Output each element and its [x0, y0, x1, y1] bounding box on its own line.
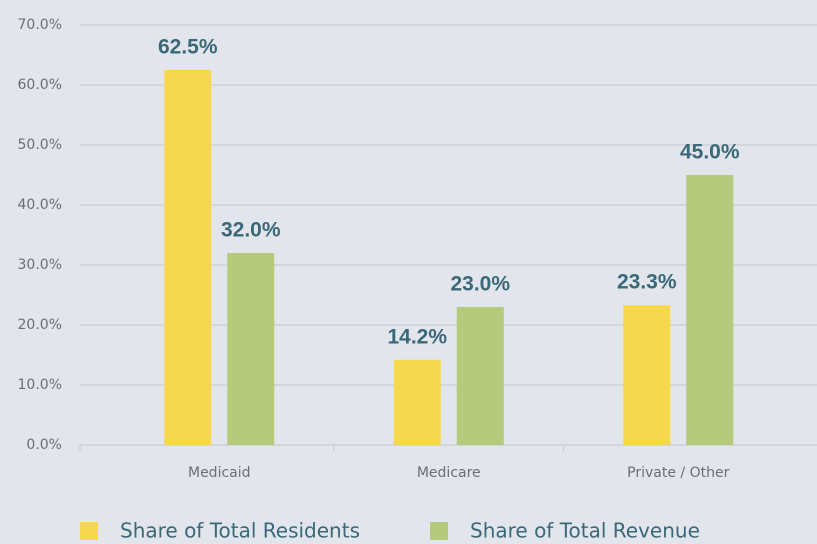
y-tick-label: 50.0%: [18, 137, 62, 153]
legend-swatch: [430, 522, 448, 540]
bar: [227, 253, 275, 445]
y-tick-label: 10.0%: [18, 377, 62, 393]
bar: [686, 175, 734, 445]
value-label: 14.2%: [387, 325, 447, 348]
value-label: 23.3%: [617, 271, 677, 294]
legend-label: Share of Total Residents: [120, 519, 360, 543]
y-tick-label: 20.0%: [18, 317, 62, 333]
bar: [456, 307, 504, 445]
x-tick-label: Medicare: [417, 465, 481, 481]
y-tick-label: 40.0%: [18, 197, 62, 213]
value-label: 45.0%: [680, 141, 740, 164]
value-label: 23.0%: [450, 273, 510, 296]
bar: [164, 70, 212, 445]
x-tick-label: Private / Other: [627, 465, 729, 481]
value-label: 62.5%: [158, 36, 218, 59]
bar: [393, 359, 441, 445]
value-label: 32.0%: [221, 219, 281, 242]
y-tick-label: 30.0%: [18, 257, 62, 273]
legend-label: Share of Total Revenue: [470, 519, 700, 543]
bar: [623, 305, 671, 445]
y-tick-label: 60.0%: [18, 77, 62, 93]
y-tick-label: 0.0%: [26, 437, 62, 453]
x-tick-label: Medicaid: [188, 465, 251, 481]
legend-swatch: [80, 522, 98, 540]
y-tick-label: 70.0%: [18, 17, 62, 33]
